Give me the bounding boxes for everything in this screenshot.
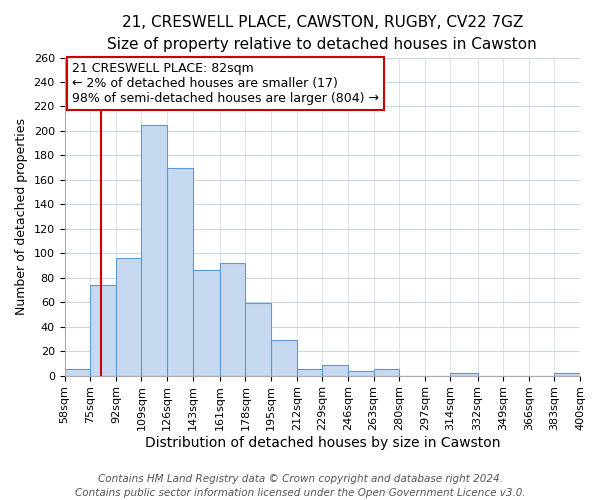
Bar (142, 125, 167, 376)
Bar (193, 270, 220, 376)
Bar (348, 370, 374, 376)
Bar (296, 370, 322, 376)
Bar (220, 263, 245, 376)
Bar (374, 370, 399, 376)
Title: 21, CRESWELL PLACE, CAWSTON, RUGBY, CV22 7GZ
Size of property relative to detach: 21, CRESWELL PLACE, CAWSTON, RUGBY, CV22… (107, 15, 537, 52)
X-axis label: Distribution of detached houses by size in Cawston: Distribution of detached houses by size … (145, 436, 500, 450)
Bar (271, 340, 296, 376)
Bar (245, 304, 271, 376)
Bar (554, 373, 580, 376)
Bar (451, 373, 478, 376)
Y-axis label: Number of detached properties: Number of detached properties (15, 118, 28, 315)
Text: Contains HM Land Registry data © Crown copyright and database right 2024.
Contai: Contains HM Land Registry data © Crown c… (74, 474, 526, 498)
Text: 21 CRESWELL PLACE: 82sqm
← 2% of detached houses are smaller (17)
98% of semi-de: 21 CRESWELL PLACE: 82sqm ← 2% of detache… (72, 62, 379, 106)
Bar (116, 258, 142, 376)
Bar (65, 370, 90, 376)
Bar (322, 364, 348, 376)
Bar (90, 285, 116, 376)
Bar (167, 168, 193, 376)
